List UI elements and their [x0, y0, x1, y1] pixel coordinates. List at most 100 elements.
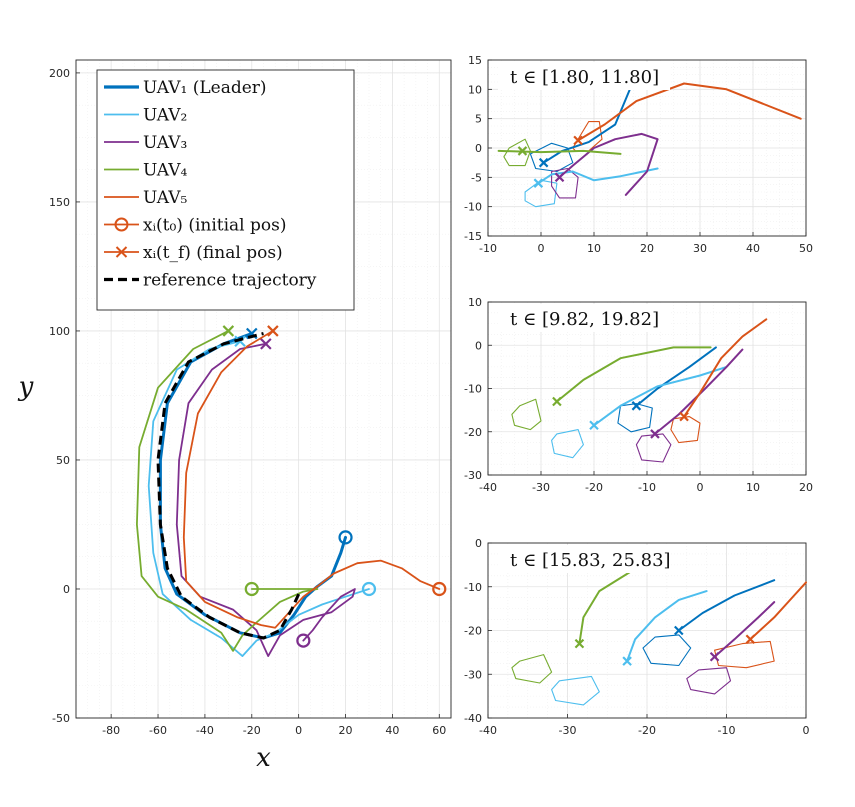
legend-label: UAV₅: [143, 188, 188, 208]
y-axis-label: y: [18, 372, 34, 402]
series-line-uav2: [626, 590, 708, 663]
x-tick-label: 60: [432, 724, 446, 737]
x-tick-label: 50: [799, 242, 813, 255]
position-marker: [589, 420, 599, 431]
formation-hull: [551, 429, 584, 459]
series-line-uav4: [497, 149, 622, 155]
legend-label: UAV₃: [143, 133, 187, 153]
final-position-marker: [260, 338, 272, 350]
x-tick-label: -10: [479, 242, 497, 255]
series-line-uav5: [683, 318, 768, 418]
y-tick-label: 0: [475, 142, 482, 155]
legend-label: UAV₂: [143, 106, 187, 126]
legend-label: xᵢ(t_f) (final pos): [143, 243, 283, 263]
formation-hull: [551, 167, 579, 199]
y-tick-label: 50: [56, 454, 70, 467]
formation-hull: [503, 138, 531, 167]
formation-hull: [635, 433, 672, 463]
axes-box: [487, 59, 807, 237]
y-tick-label: 0: [63, 583, 70, 596]
initial-position-marker: [244, 581, 259, 597]
y-tick-label: -30: [464, 668, 482, 681]
x-axis-label: x: [256, 743, 271, 773]
series-line-uav3: [713, 601, 776, 658]
y-tick-label: 0: [475, 339, 482, 352]
x-tick-label: -10: [718, 724, 736, 737]
series-line-uav2: [593, 365, 728, 427]
x-tick-label: -20: [638, 724, 656, 737]
series-line-uav1: [635, 346, 717, 407]
time-window-annotation: t ∈ [9.82, 19.82]: [510, 309, 659, 330]
axes-box: [487, 542, 807, 719]
x-tick-label: -40: [479, 724, 497, 737]
initial-position-marker: [296, 633, 311, 648]
formation-hull: [511, 398, 542, 431]
x-tick-label: 20: [799, 481, 813, 494]
y-tick-label: -20: [464, 426, 482, 439]
position-marker: [538, 157, 549, 168]
y-tick-label: 15: [468, 54, 482, 67]
formation-hull: [617, 403, 653, 433]
position-marker: [709, 651, 720, 662]
x-tick-label: -20: [585, 481, 603, 494]
x-tick-label: 20: [339, 724, 353, 737]
position-marker: [552, 396, 562, 407]
axes-box: [487, 301, 807, 476]
series-line-uav5: [577, 82, 802, 142]
subplot-3: -40 -30 -20 -10 0 -40 -30 -20 -10 0 t ∈ [15.83, 25…: [464, 537, 809, 737]
formation-hull: [642, 634, 692, 667]
final-position-marker: [222, 325, 235, 337]
x-tick-label: 0: [697, 481, 704, 494]
position-marker: [745, 634, 756, 645]
y-tick-label: -10: [464, 581, 482, 594]
legend-marker-circle: [114, 217, 129, 232]
y-tick-label: 5: [475, 113, 482, 126]
series-line-uav1: [677, 579, 776, 632]
formation-hull: [529, 142, 574, 173]
y-tick-label: 200: [49, 67, 70, 80]
position-marker: [573, 135, 583, 146]
x-tick-label: -30: [532, 481, 550, 494]
series-line-reference-trajectory: [156, 332, 301, 640]
position-marker: [517, 146, 528, 156]
y-tick-label: -5: [471, 171, 482, 184]
y-tick-label: -10: [464, 383, 482, 396]
position-marker: [533, 178, 544, 188]
formation-hull: [686, 667, 732, 695]
y-tick-label: -10: [464, 201, 482, 214]
x-tick-label: 20: [640, 242, 654, 255]
position-marker: [679, 411, 689, 422]
x-tick-label: -60: [149, 724, 167, 737]
series-line-uav4: [555, 346, 712, 403]
time-window-annotation: t ∈ [15.83, 25.83]: [510, 550, 671, 571]
final-position-marker: [267, 325, 279, 337]
x-tick-label: 10: [746, 481, 760, 494]
final-position-marker: [234, 335, 246, 348]
time-window-annotation: t ∈ [1.80, 11.80]: [510, 67, 659, 88]
y-tick-label: 10: [468, 296, 482, 309]
series-line-uav5: [182, 330, 441, 629]
x-tick-label: -80: [102, 724, 120, 737]
x-tick-label: 30: [693, 242, 707, 255]
position-marker: [554, 172, 565, 183]
legend-label: UAV₁ (Leader): [143, 78, 267, 98]
main-plot: -80 -60 -40 -20 0 20 40 60 -50 0 50 100 150 200 x y UAV₁…: [18, 59, 452, 773]
annotation-background: [498, 62, 670, 90]
series-line-uav2: [537, 167, 659, 185]
legend-label: reference trajectory: [143, 271, 317, 291]
series-line-uav3: [175, 342, 356, 657]
initial-position-marker: [361, 581, 377, 597]
series-line-uav5: [749, 581, 807, 641]
y-tick-label: -50: [52, 712, 70, 725]
legend-label: xᵢ(t₀) (initial pos): [143, 216, 287, 236]
formation-hull: [511, 654, 553, 684]
x-tick-label: 0: [803, 724, 810, 737]
position-marker: [631, 401, 642, 411]
formation-hull: [714, 640, 775, 669]
position-marker: [674, 625, 684, 636]
x-tick-label: -40: [479, 481, 497, 494]
y-tick-label: 10: [468, 83, 482, 96]
x-tick-label: -30: [559, 724, 577, 737]
